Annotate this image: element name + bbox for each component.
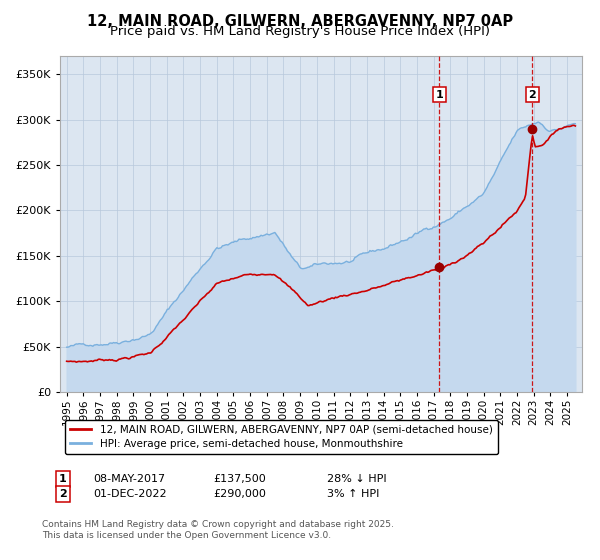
Text: 01-DEC-2022: 01-DEC-2022 (93, 489, 167, 499)
Text: 1: 1 (436, 90, 443, 100)
Text: 1: 1 (59, 474, 67, 484)
Text: 3% ↑ HPI: 3% ↑ HPI (327, 489, 379, 499)
Text: 12, MAIN ROAD, GILWERN, ABERGAVENNY, NP7 0AP: 12, MAIN ROAD, GILWERN, ABERGAVENNY, NP7… (87, 14, 513, 29)
Text: 2: 2 (529, 90, 536, 100)
Text: Contains HM Land Registry data © Crown copyright and database right 2025.: Contains HM Land Registry data © Crown c… (42, 520, 394, 529)
Legend: 12, MAIN ROAD, GILWERN, ABERGAVENNY, NP7 0AP (semi-detached house), HPI: Average: 12, MAIN ROAD, GILWERN, ABERGAVENNY, NP7… (65, 419, 497, 454)
Text: 08-MAY-2017: 08-MAY-2017 (93, 474, 165, 484)
Text: Price paid vs. HM Land Registry's House Price Index (HPI): Price paid vs. HM Land Registry's House … (110, 25, 490, 38)
Text: 28% ↓ HPI: 28% ↓ HPI (327, 474, 386, 484)
Text: This data is licensed under the Open Government Licence v3.0.: This data is licensed under the Open Gov… (42, 531, 331, 540)
Text: £137,500: £137,500 (213, 474, 266, 484)
Text: £290,000: £290,000 (213, 489, 266, 499)
Text: 2: 2 (59, 489, 67, 499)
